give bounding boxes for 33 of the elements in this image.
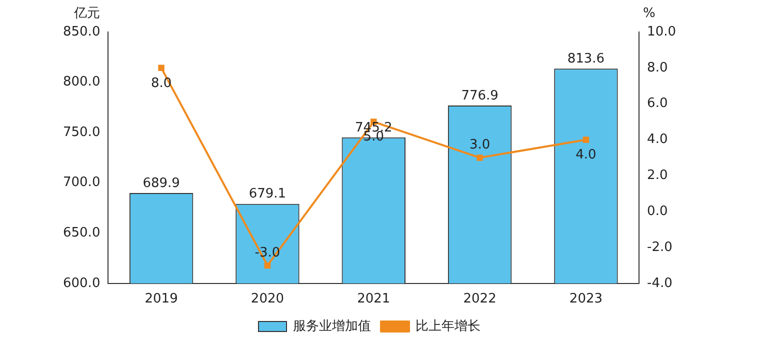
data-label: 689.9: [142, 176, 180, 191]
legend-label: 比上年增长: [416, 318, 480, 334]
y2-tick-label: 10.0: [647, 24, 676, 40]
data-label: 4.0: [576, 148, 596, 163]
data-label: 776.9: [461, 88, 498, 104]
y2-tick-label: -2.0: [647, 240, 672, 255]
y-tick-label: 800.0: [63, 74, 100, 90]
y2-tick-label: 0.0: [647, 204, 668, 219]
y2-tick-label: 6.0: [647, 96, 668, 112]
data-label: 813.6: [567, 51, 605, 66]
x-tick-label: 2021: [357, 292, 390, 307]
y2-tick-label: 2.0: [647, 168, 668, 184]
point: [582, 136, 590, 143]
data-label: 3.0: [469, 138, 490, 153]
point: [476, 154, 483, 161]
y-axis-title: 亿元: [73, 6, 100, 21]
x-tick-label: 2019: [144, 292, 178, 307]
y2-axis-title: %: [643, 6, 656, 21]
point: [264, 262, 271, 269]
y-tick-label: 700.0: [63, 175, 100, 190]
data-label: 679.1: [248, 186, 286, 202]
y-tick-label: 850.0: [63, 24, 100, 40]
y2-tick-label: 4.0: [647, 132, 668, 148]
legend-label: 服务业增加值: [293, 318, 371, 334]
x-tick-label: 2020: [250, 292, 284, 307]
y2-tick-label: 8.0: [647, 60, 668, 76]
y-tick-label: 650.0: [63, 225, 100, 240]
y2-tick-label: -4.0: [647, 276, 672, 291]
point: [158, 64, 164, 72]
x-tick-label: 2022: [463, 292, 496, 307]
x-tick-label: 2023: [569, 292, 603, 307]
y-tick-label: 750.0: [63, 124, 100, 140]
y-tick-label: 600.0: [63, 276, 100, 291]
